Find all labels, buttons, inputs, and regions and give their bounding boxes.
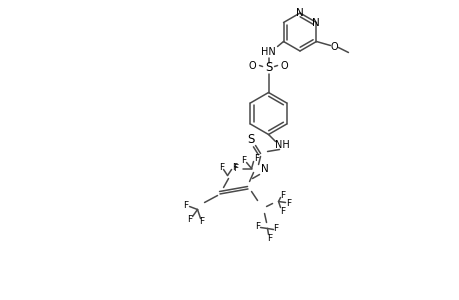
Text: N: N	[296, 8, 303, 18]
Text: F: F	[272, 224, 278, 233]
Text: F: F	[280, 207, 285, 216]
Text: F: F	[253, 154, 258, 163]
Text: F: F	[186, 215, 192, 224]
Text: N: N	[311, 17, 319, 28]
Text: F: F	[218, 163, 224, 172]
Text: F: F	[231, 163, 236, 172]
Text: S: S	[264, 61, 272, 74]
Text: O: O	[248, 61, 256, 70]
Text: N: N	[260, 164, 268, 173]
Text: F: F	[266, 234, 272, 243]
Text: F: F	[199, 217, 204, 226]
Text: HN: HN	[261, 46, 275, 56]
Text: O: O	[330, 41, 337, 52]
Text: F: F	[183, 201, 188, 210]
Text: NH: NH	[274, 140, 289, 149]
Text: F: F	[241, 156, 246, 165]
Text: F: F	[280, 191, 285, 200]
Text: F: F	[254, 222, 259, 231]
Text: S: S	[246, 133, 254, 146]
Text: O: O	[280, 61, 288, 70]
Text: F: F	[285, 199, 291, 208]
Text: F: F	[232, 164, 238, 173]
